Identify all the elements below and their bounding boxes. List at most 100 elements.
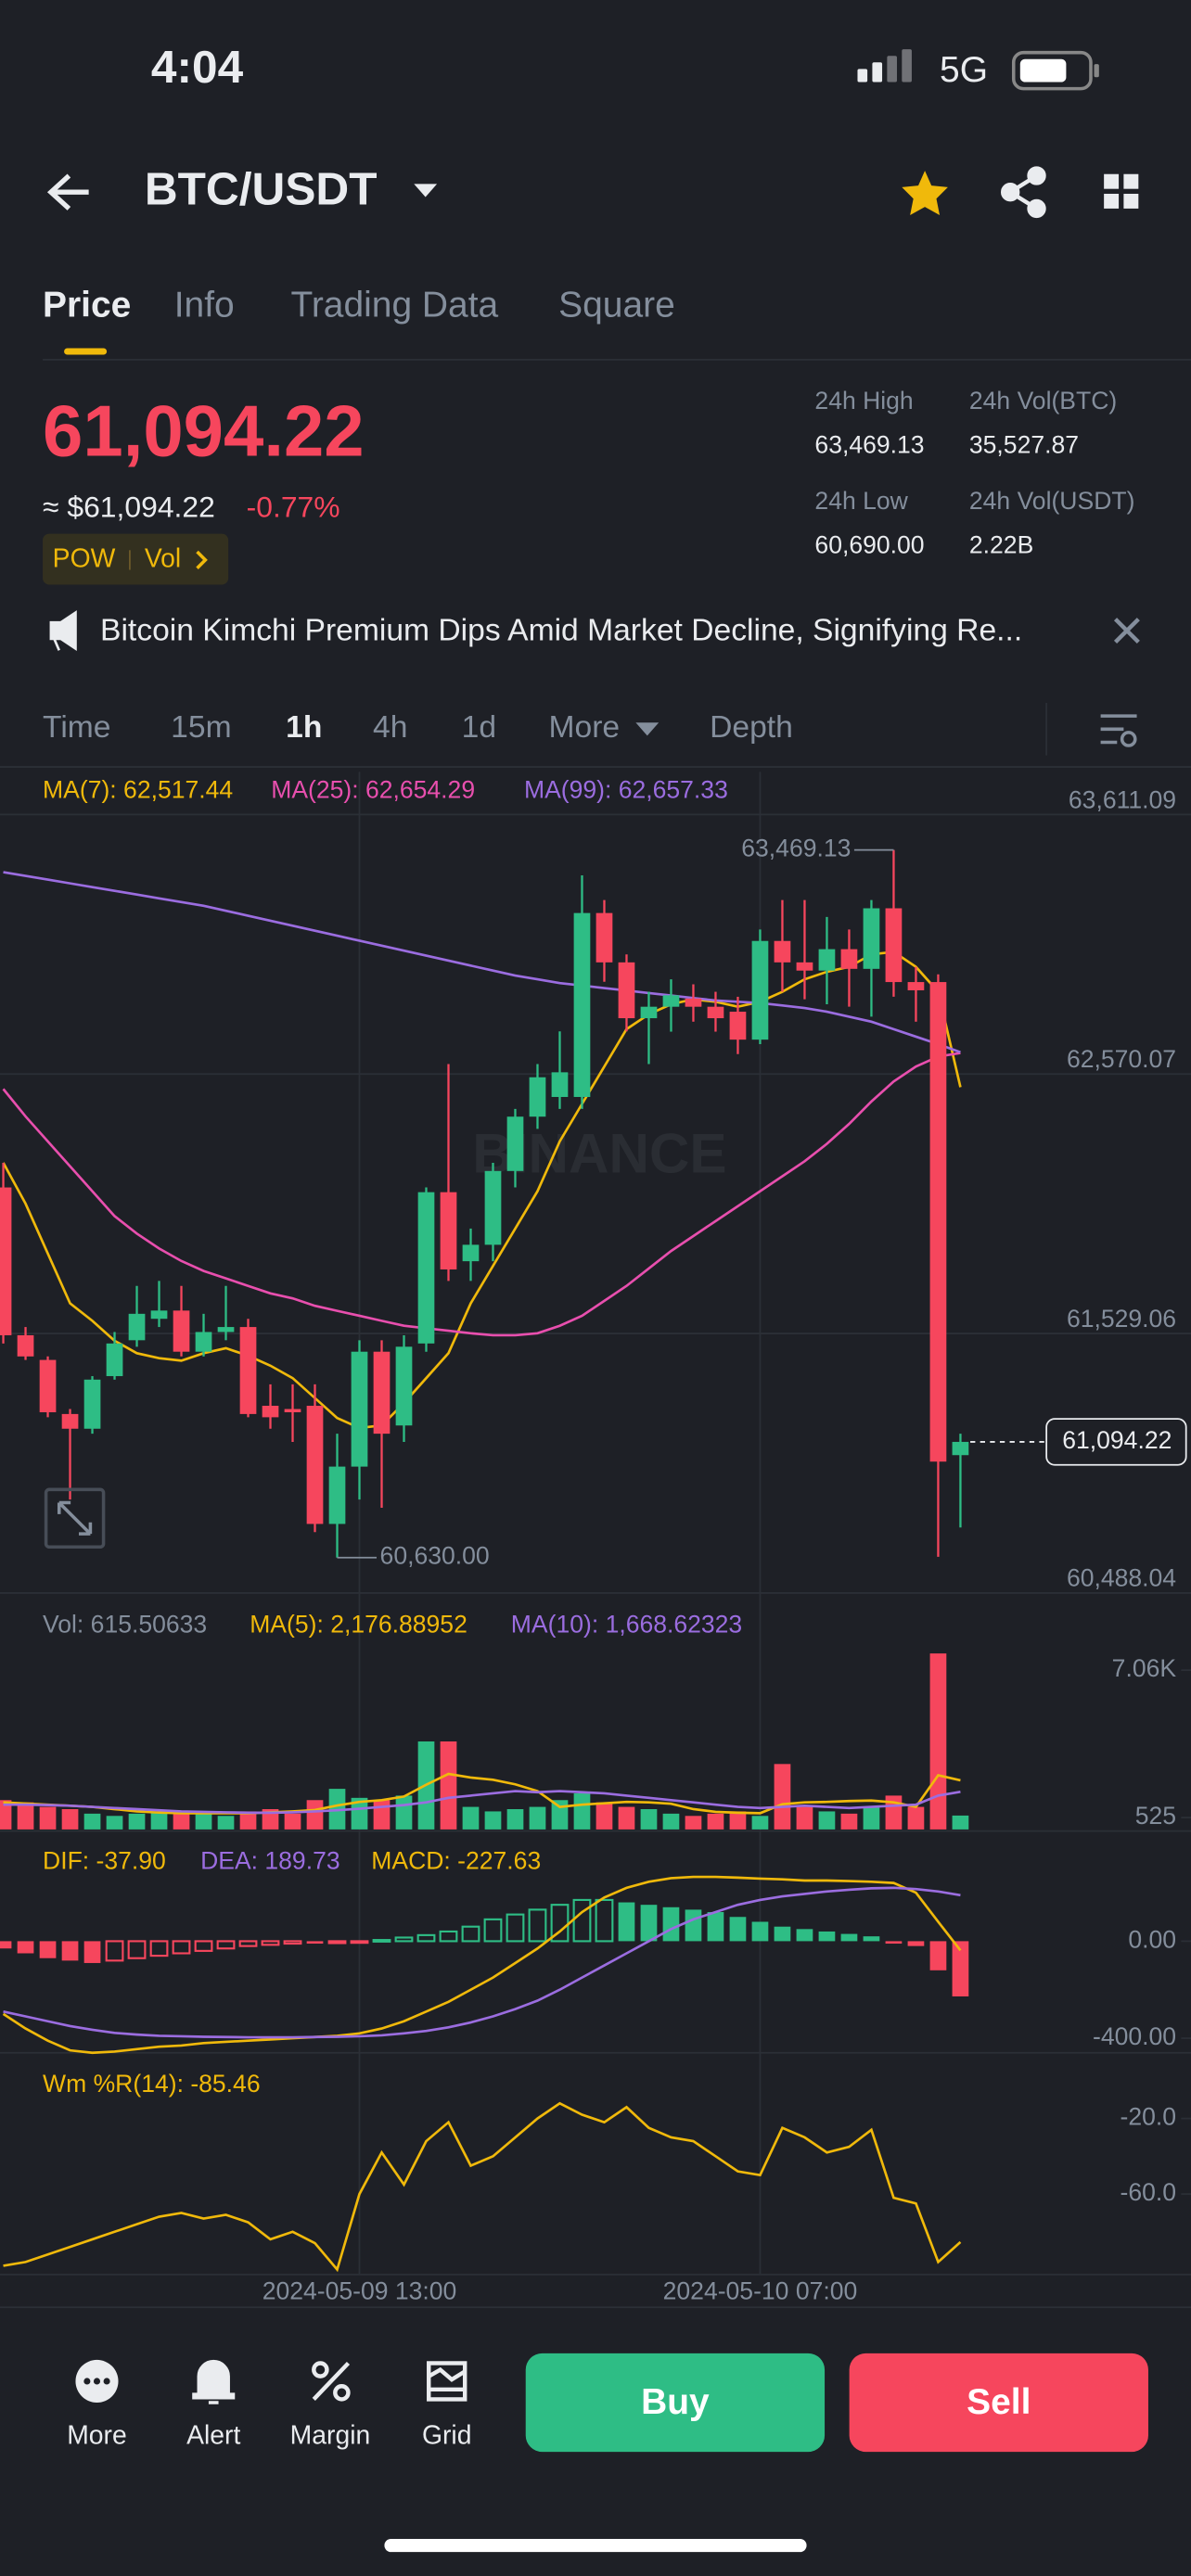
volume-bar [284, 1813, 301, 1830]
candle-body [306, 1406, 324, 1524]
macd-bar [618, 1902, 635, 1942]
macd-bar [416, 1933, 436, 1943]
interval[interactable]: 15m [171, 710, 231, 745]
expand-icon[interactable] [44, 1487, 106, 1549]
y-tick-label: 60,488.04 [1067, 1564, 1176, 1592]
candle-body [106, 1343, 123, 1377]
indicator-line [3, 2101, 962, 2273]
stat-label: 24h Vol(BTC) [969, 387, 1117, 414]
candle-body [774, 940, 791, 963]
interval[interactable]: Time [43, 710, 110, 745]
candle-body [596, 912, 613, 963]
legend-entry: Wm %R(14): -85.46 [43, 2070, 261, 2098]
volume-bar [217, 1816, 235, 1830]
favorite-star[interactable] [902, 171, 948, 216]
high-label: 63,469.13 [741, 835, 851, 862]
pair-title[interactable]: BTC/USDT [145, 162, 378, 214]
sell-label[interactable]: Sell [967, 2382, 1031, 2422]
volume-bar [195, 1813, 212, 1830]
tool-label[interactable]: Alert [186, 2421, 240, 2451]
interval[interactable]: More [549, 710, 621, 745]
volume-bar [39, 1806, 57, 1830]
battery-icon [1011, 50, 1099, 91]
news-headline[interactable]: Bitcoin Kimchi Premium Dips Amid Market … [100, 614, 1022, 648]
volume-bar [551, 1800, 569, 1830]
tool-label[interactable]: More [67, 2421, 127, 2451]
indicator-line [3, 1790, 961, 1815]
tab[interactable]: Trading Data [290, 285, 498, 325]
buy-label[interactable]: Buy [641, 2382, 710, 2422]
volume-bar [17, 1802, 34, 1830]
macd-bar [707, 1912, 724, 1942]
volume-bar [262, 1809, 279, 1830]
candle-body [662, 995, 680, 1007]
more-icon[interactable] [75, 2359, 119, 2403]
grid-icon[interactable] [427, 2361, 467, 2402]
interval[interactable]: 1h [286, 710, 322, 745]
macd-bar [238, 1940, 258, 1947]
candle-body [929, 982, 947, 1462]
tag[interactable]: POW [53, 543, 116, 573]
volume-bar [150, 1811, 168, 1830]
sell-button[interactable] [849, 2353, 1148, 2453]
macd-bar [439, 1930, 458, 1943]
tab[interactable]: Info [174, 285, 235, 325]
macd-bar [461, 1925, 480, 1943]
buy-button[interactable] [525, 2353, 826, 2453]
macd-bar [483, 1918, 503, 1943]
volume-bar [351, 1797, 368, 1830]
volume-bar [952, 1815, 969, 1830]
volume-bar [462, 1806, 480, 1830]
tag-box[interactable] [43, 533, 229, 585]
candle-body [373, 1351, 391, 1435]
macd-bar [528, 1908, 547, 1943]
volume-bar [573, 1792, 591, 1830]
indicator-line [2, 1875, 962, 2055]
volume-bar [774, 1764, 791, 1830]
chart-area: 2024-05-09 13:00 2024-05-10 07:00 60,488.0… [0, 772, 1191, 2304]
macd-bar [105, 1940, 124, 1962]
tag-chevron [196, 550, 208, 570]
candle-body [128, 1313, 146, 1341]
y-tick-label: 62,570.07 [1067, 1045, 1176, 1073]
macd-bar [774, 1926, 791, 1942]
candle-body [417, 1192, 435, 1344]
volume-bar [395, 1795, 413, 1830]
macd-bar [751, 1921, 769, 1942]
tab[interactable]: Square [558, 285, 675, 325]
more-dropdown[interactable] [635, 722, 660, 736]
interval[interactable]: 1d [462, 710, 496, 745]
candle-body [173, 1310, 190, 1352]
stat-value: 63,469.13 [814, 431, 924, 459]
home-indicator [384, 2538, 807, 2553]
volume-bar [907, 1806, 925, 1830]
tool-label[interactable]: Margin [290, 2421, 371, 2451]
indicator-line [3, 1772, 961, 1815]
volume-bar [796, 1806, 813, 1830]
interval[interactable]: Depth [710, 710, 793, 745]
stat-label: 24h Low [814, 487, 908, 515]
alert-icon[interactable] [192, 2359, 236, 2404]
margin-icon[interactable] [312, 2361, 351, 2402]
candle-body [150, 1310, 168, 1320]
tool-label[interactable]: Grid [422, 2421, 472, 2451]
candle-body [217, 1327, 235, 1333]
pair-dropdown[interactable] [414, 184, 438, 198]
interval[interactable]: 4h [373, 710, 407, 745]
volume-bar [440, 1741, 457, 1830]
tab[interactable]: Price [43, 285, 131, 325]
candle-body [573, 912, 591, 1097]
tag[interactable]: Vol [145, 543, 181, 573]
candle-body [17, 1334, 34, 1357]
share-button[interactable] [1001, 166, 1046, 219]
back-button[interactable] [46, 173, 89, 210]
menu-grid[interactable] [1104, 173, 1139, 209]
candle-body [796, 962, 813, 971]
last-price-label: 61,094.22 [1062, 1426, 1172, 1454]
legend-entry: MA(99): 62,657.33 [524, 776, 728, 804]
macd-bar [840, 1933, 858, 1942]
candle-body [462, 1244, 480, 1262]
macd-bar [952, 1941, 969, 1996]
chart-settings[interactable] [1100, 714, 1137, 747]
close-news[interactable] [1113, 618, 1140, 644]
